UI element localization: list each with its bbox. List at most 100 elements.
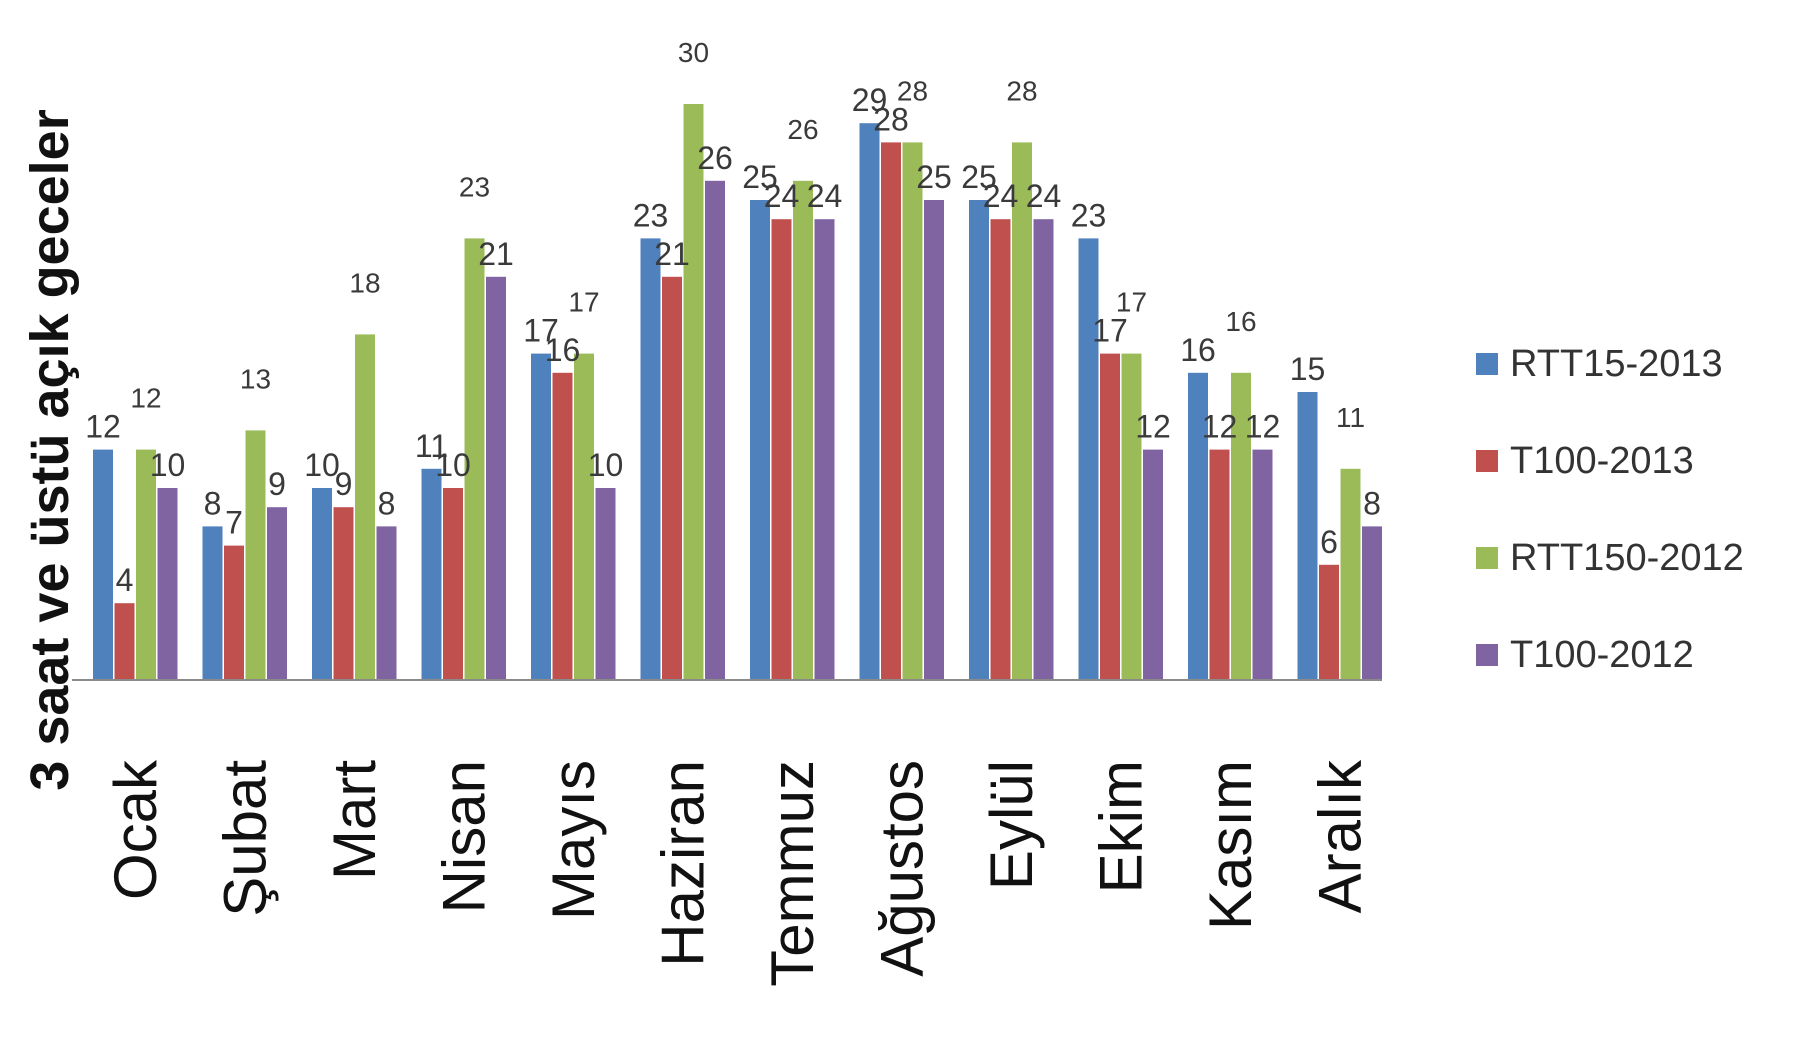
data-label-rtt15-2013-haziran: 23	[633, 197, 669, 233]
data-label-rtt15-2013-mart: 10	[304, 447, 340, 483]
bar-rtt150-2012-temmuz	[793, 180, 813, 681]
bar-rtt150-2012-kas-m	[1231, 372, 1251, 680]
data-label-t100-2013-haziran: 21	[654, 236, 690, 272]
bar-t100-2013-haziran	[662, 276, 682, 680]
data-label-rtt150-2012-haziran: 30	[678, 37, 709, 68]
x-tick-label-temmuz: Temmuz	[759, 760, 826, 987]
bar-rtt150-2012-ocak	[136, 449, 156, 680]
bar-t100-2013-a-ustos	[881, 142, 901, 680]
bar-t100-2013-aral-k	[1319, 564, 1339, 680]
x-tick-label-ekim: Ekim	[1088, 760, 1155, 893]
data-label-rtt150-2012-a-ustos: 28	[897, 75, 928, 106]
data-label-rtt15-2013-temmuz: 25	[742, 159, 778, 195]
data-label-t100-2012-ekim: 12	[1135, 409, 1171, 445]
data-label-rtt150-2012-ubat: 13	[240, 363, 271, 394]
data-label-t100-2012-haziran: 26	[697, 140, 733, 176]
data-label-rtt15-2013-ubat: 8	[204, 485, 222, 521]
bar-t100-2012-kas-m	[1252, 449, 1273, 680]
data-label-rtt150-2012-ekim: 17	[1116, 287, 1147, 318]
x-tick-label-may-s: Mayıs	[540, 760, 607, 920]
data-label-rtt150-2012-eyl-l: 28	[1006, 75, 1037, 106]
bar-rtt150-2012-ekim	[1121, 353, 1142, 680]
bar-t100-2013-nisan	[443, 488, 463, 680]
legend-swatch-rtt150-2012	[1476, 547, 1498, 569]
bar-rtt15-2013-mart	[312, 488, 332, 680]
data-label-t100-2013-ocak: 4	[116, 562, 134, 598]
bar-t100-2013-kas-m	[1209, 449, 1230, 680]
bar-t100-2012-mart	[376, 526, 397, 680]
bar-t100-2013-ocak	[114, 603, 135, 680]
data-label-t100-2013-kas-m: 12	[1202, 409, 1238, 445]
bar-t100-2012-temmuz	[814, 219, 835, 680]
bar-rtt150-2012-may-s	[574, 353, 594, 680]
bar-rtt15-2013-ekim	[1078, 238, 1099, 680]
bar-t100-2012-haziran	[705, 180, 725, 681]
data-label-t100-2013-aral-k: 6	[1320, 524, 1338, 560]
data-label-rtt15-2013-nisan: 11	[415, 428, 448, 464]
bar-rtt15-2013-kas-m	[1188, 372, 1208, 680]
data-label-t100-2013-may-s: 16	[545, 332, 581, 368]
y-axis: 3 saat ve üstü açık geceler	[20, 109, 80, 790]
x-tick-label-kas-m: Kasım	[1197, 760, 1264, 930]
bar-t100-2012-may-s	[595, 488, 616, 680]
bar-t100-2012-ocak	[157, 488, 178, 680]
bar-rtt150-2012-a-ustos	[902, 142, 923, 680]
data-label-t100-2012-may-s: 10	[588, 447, 624, 483]
bar-rtt15-2013-nisan	[421, 468, 442, 680]
legend: RTT15-2013 T100-2013 RTT150-2012 T100-2012	[1476, 343, 1744, 676]
legend-swatch-rtt15-2013	[1476, 353, 1498, 375]
data-label-t100-2013-a-ustos: 28	[873, 101, 909, 137]
x-tick-label-ubat: Şubat	[212, 760, 279, 917]
bar-rtt15-2013-may-s	[531, 353, 551, 680]
bar-t100-2012-eyl-l	[1033, 219, 1054, 680]
bar-t100-2013-eyl-l	[990, 219, 1011, 680]
data-label-rtt150-2012-kas-m: 16	[1225, 306, 1256, 337]
bar-rtt15-2013-temmuz	[750, 200, 770, 680]
y-axis-title: 3 saat ve üstü açık geceler	[20, 109, 80, 790]
data-label-rtt150-2012-mart: 18	[349, 267, 380, 298]
data-label-t100-2012-eyl-l: 24	[1026, 178, 1062, 214]
bar-rtt15-2013-eyl-l	[969, 200, 989, 680]
data-label-t100-2013-nisan: 10	[435, 447, 471, 483]
x-tick-label-ocak: Ocak	[102, 759, 169, 900]
x-tick-label-nisan: Nisan	[431, 760, 498, 913]
legend-swatch-t100-2012	[1476, 644, 1498, 666]
data-label-rtt15-2013-eyl-l: 25	[961, 159, 997, 195]
data-labels: 1281011172325292523161547910162124282417…	[85, 37, 1381, 598]
data-label-rtt15-2013-kas-m: 16	[1180, 332, 1216, 368]
data-label-t100-2013-eyl-l: 24	[983, 178, 1019, 214]
bar-t100-2012-aral-k	[1362, 526, 1382, 680]
bar-t100-2012-ekim	[1143, 449, 1163, 680]
data-label-t100-2012-a-ustos: 25	[916, 159, 952, 195]
data-label-t100-2013-temmuz: 24	[764, 178, 800, 214]
data-label-t100-2012-mart: 8	[378, 485, 396, 521]
legend-label-t100-2012: T100-2012	[1510, 634, 1694, 676]
data-label-t100-2013-ubat: 7	[225, 505, 243, 541]
legend-label-t100-2013: T100-2013	[1510, 440, 1694, 482]
bar-rtt15-2013-ubat	[202, 526, 223, 680]
legend-swatch-t100-2013	[1476, 450, 1498, 472]
bar-rtt15-2013-haziran	[640, 238, 661, 680]
data-label-t100-2012-ubat: 9	[268, 466, 286, 502]
bar-rtt15-2013-aral-k	[1297, 392, 1318, 680]
data-label-rtt15-2013-a-ustos: 29	[852, 82, 888, 118]
data-label-t100-2013-mart: 9	[335, 466, 353, 502]
x-tick-label-mart: Mart	[321, 760, 388, 880]
data-label-t100-2013-ekim: 17	[1092, 313, 1128, 349]
x-tick-label-aral-k: Aralık	[1307, 759, 1374, 913]
bar-rtt150-2012-mart	[355, 334, 375, 680]
x-tick-label-haziran: Haziran	[650, 760, 717, 967]
bar-rtt150-2012-ubat	[245, 430, 266, 680]
bar-t100-2013-ekim	[1100, 353, 1120, 680]
data-label-t100-2012-aral-k: 8	[1363, 485, 1381, 521]
bar-t100-2012-a-ustos	[924, 200, 944, 680]
bar-t100-2012-nisan	[486, 276, 506, 680]
x-tick-label-a-ustos: Ağustos	[869, 760, 936, 977]
bar-t100-2013-temmuz	[771, 219, 792, 680]
data-label-rtt150-2012-may-s: 17	[568, 287, 599, 318]
data-label-t100-2012-kas-m: 12	[1245, 409, 1281, 445]
bar-rtt15-2013-ocak	[93, 449, 113, 680]
x-tick-label-eyl-l: Eylül	[978, 760, 1045, 890]
bar-t100-2013-may-s	[552, 372, 573, 680]
